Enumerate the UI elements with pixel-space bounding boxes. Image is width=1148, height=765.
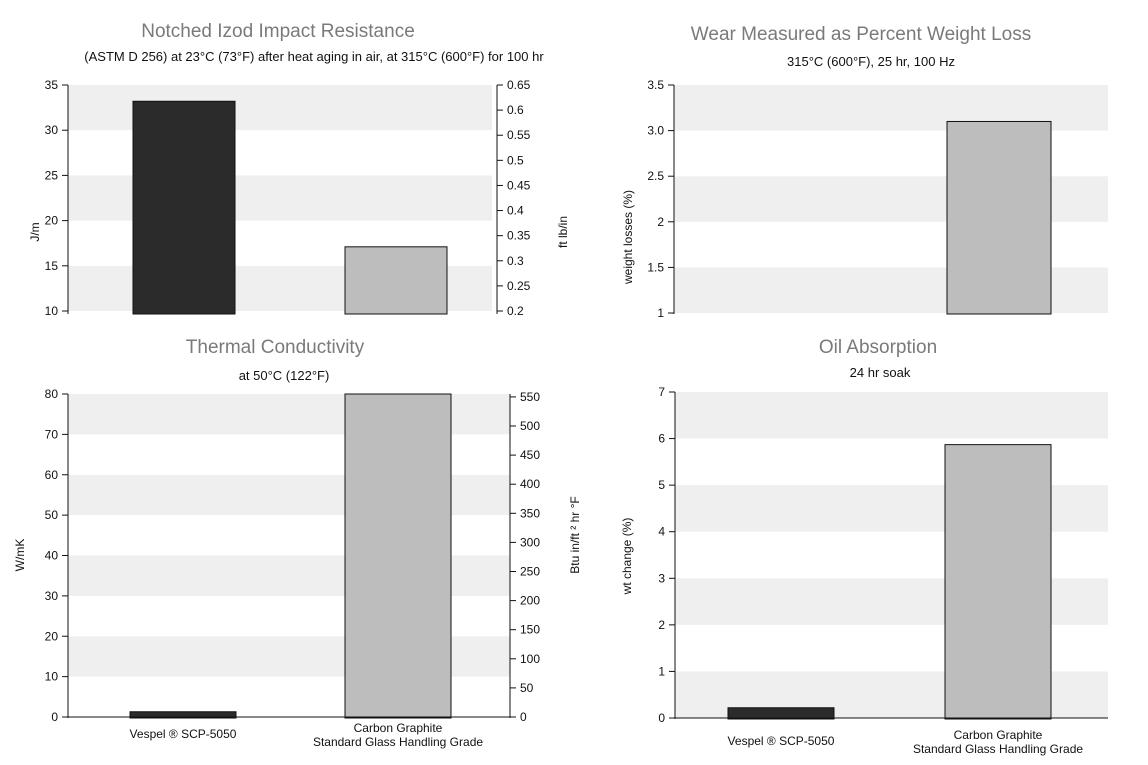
chart-subtitle: at 50°C (122°F) bbox=[239, 368, 330, 383]
y-tick-label: 1 bbox=[658, 664, 665, 678]
bar bbox=[129, 711, 237, 719]
y2-tick-label: 150 bbox=[520, 623, 540, 637]
y-tick-label: 1 bbox=[657, 306, 664, 320]
y-tick-label: 5 bbox=[658, 478, 665, 492]
category-label: Carbon Graphite bbox=[354, 721, 443, 735]
y2-tick-label: 0.5 bbox=[507, 153, 524, 167]
grid-band bbox=[68, 85, 492, 131]
y-tick-label: 70 bbox=[45, 427, 59, 441]
grid-band bbox=[675, 392, 1108, 439]
y-tick-label: 20 bbox=[45, 214, 59, 228]
bar bbox=[132, 100, 236, 315]
y2-tick-label: 0.2 bbox=[507, 304, 524, 318]
category-label: Vespel ® SCP-5050 bbox=[130, 727, 237, 741]
y-tick-label: 2.5 bbox=[647, 169, 664, 183]
bar bbox=[727, 707, 835, 720]
y2-tick-label: 200 bbox=[520, 594, 540, 608]
chart-wear: Wear Measured as Percent Weight Loss 315… bbox=[621, 24, 1108, 320]
y-axis-label: J/m bbox=[28, 222, 42, 241]
y2-tick-label: 550 bbox=[520, 390, 540, 404]
y2-tick-label: 250 bbox=[520, 565, 540, 579]
y-tick-label: 10 bbox=[45, 670, 59, 684]
chart-oil: Oil Absorption 24 hr soak wt change (%) … bbox=[620, 337, 1108, 756]
y-tick-label: 50 bbox=[45, 508, 59, 522]
y-tick-label: 40 bbox=[45, 549, 59, 563]
y2-tick-label: 0.35 bbox=[507, 229, 531, 243]
y2-tick-label: 450 bbox=[520, 448, 540, 462]
chart-title: Wear Measured as Percent Weight Loss bbox=[691, 24, 1031, 45]
y-tick-label: 4 bbox=[658, 525, 665, 539]
y-axis-label: weight losses (%) bbox=[621, 190, 635, 285]
y2-axis-label: Btu in/ft ² hr °F bbox=[568, 496, 582, 573]
y-tick-label: 2 bbox=[658, 618, 665, 632]
chart-title: Thermal Conductivity bbox=[186, 337, 365, 358]
y2-tick-label: 0 bbox=[520, 710, 527, 724]
grid-band bbox=[68, 130, 492, 176]
chart-title: Notched Izod Impact Resistance bbox=[141, 21, 415, 42]
y2-tick-label: 0.6 bbox=[507, 103, 524, 117]
category-label: Standard Glass Handling Grade bbox=[913, 742, 1083, 756]
plot-area: 10 15 20 25 30 35 0.2 0.25 0.3 0.35 0.4 0.45 0.5 0.55… bbox=[45, 78, 531, 318]
bar bbox=[344, 246, 448, 315]
chart-subtitle: 315°C (600°F), 25 hr, 100 Hz bbox=[787, 54, 955, 69]
y-tick-label: 6 bbox=[658, 432, 665, 446]
chart-subtitle: (ASTM D 256) at 23°C (73°F) after heat a… bbox=[84, 49, 544, 64]
y-tick-label: 35 bbox=[45, 78, 59, 92]
y2-tick-label: 0.25 bbox=[507, 279, 531, 293]
y-tick-label: 1.5 bbox=[647, 260, 664, 274]
chart-title: Oil Absorption bbox=[819, 337, 937, 358]
y2-tick-label: 50 bbox=[520, 681, 534, 695]
grid-band bbox=[68, 175, 492, 221]
y-tick-label: 3.5 bbox=[647, 78, 664, 92]
y-tick-label: 2 bbox=[657, 215, 664, 229]
category-label: Carbon Graphite bbox=[954, 728, 1043, 742]
y2-tick-label: 500 bbox=[520, 419, 540, 433]
y-tick-label: 0 bbox=[51, 710, 58, 724]
y2-tick-label: 0.4 bbox=[507, 204, 524, 218]
y2-tick-label: 300 bbox=[520, 535, 540, 549]
y-tick-label: 60 bbox=[45, 468, 59, 482]
chart-izod: Notched Izod Impact Resistance (ASTM D 2… bbox=[28, 21, 570, 318]
y2-tick-label: 100 bbox=[520, 652, 540, 666]
y-tick-label: 30 bbox=[45, 589, 59, 603]
y2-tick-label: 350 bbox=[520, 506, 540, 520]
y-tick-label: 80 bbox=[45, 387, 59, 401]
y2-tick-label: 0.55 bbox=[507, 128, 531, 142]
y-tick-label: 25 bbox=[45, 168, 59, 182]
y-tick-label: 3 bbox=[658, 571, 665, 585]
plot-area: 0 1 2 3 4 5 6 7 Vespel ® SCP-5050 Carbon Graphite… bbox=[658, 385, 1108, 756]
y-tick-label: 7 bbox=[658, 385, 665, 399]
category-label: Standard Glass Handling Grade bbox=[313, 735, 483, 749]
y2-tick-label: 0.45 bbox=[507, 178, 531, 192]
plot-area: 0 10 20 30 40 50 60 70 80 0 50 100 150 200 250 300 350 40… bbox=[45, 387, 541, 749]
y2-axis-label: ft lb/in bbox=[556, 216, 570, 248]
y-tick-label: 3.0 bbox=[647, 124, 664, 138]
bar bbox=[946, 120, 1052, 315]
y-axis-label: W/mK bbox=[13, 539, 27, 572]
category-label: Vespel ® SCP-5050 bbox=[728, 734, 835, 748]
chart-subtitle: 24 hr soak bbox=[850, 365, 911, 380]
y-tick-label: 0 bbox=[658, 711, 665, 725]
y2-tick-label: 0.65 bbox=[507, 78, 531, 92]
bar bbox=[944, 444, 1052, 720]
y2-tick-label: 0.3 bbox=[507, 254, 524, 268]
plot-area: 1 1.5 2 2.5 3.0 3.5 bbox=[647, 78, 1108, 320]
chart-thermal: Thermal Conductivity at 50°C (122°F) W/m… bbox=[13, 337, 582, 749]
y-tick-label: 30 bbox=[45, 123, 59, 137]
bar bbox=[344, 393, 452, 719]
y-axis-label: wt change (%) bbox=[620, 518, 634, 596]
y-tick-label: 20 bbox=[45, 629, 59, 643]
y2-tick-label: 400 bbox=[520, 477, 540, 491]
y-tick-label: 15 bbox=[45, 259, 59, 273]
y-tick-label: 10 bbox=[45, 304, 59, 318]
